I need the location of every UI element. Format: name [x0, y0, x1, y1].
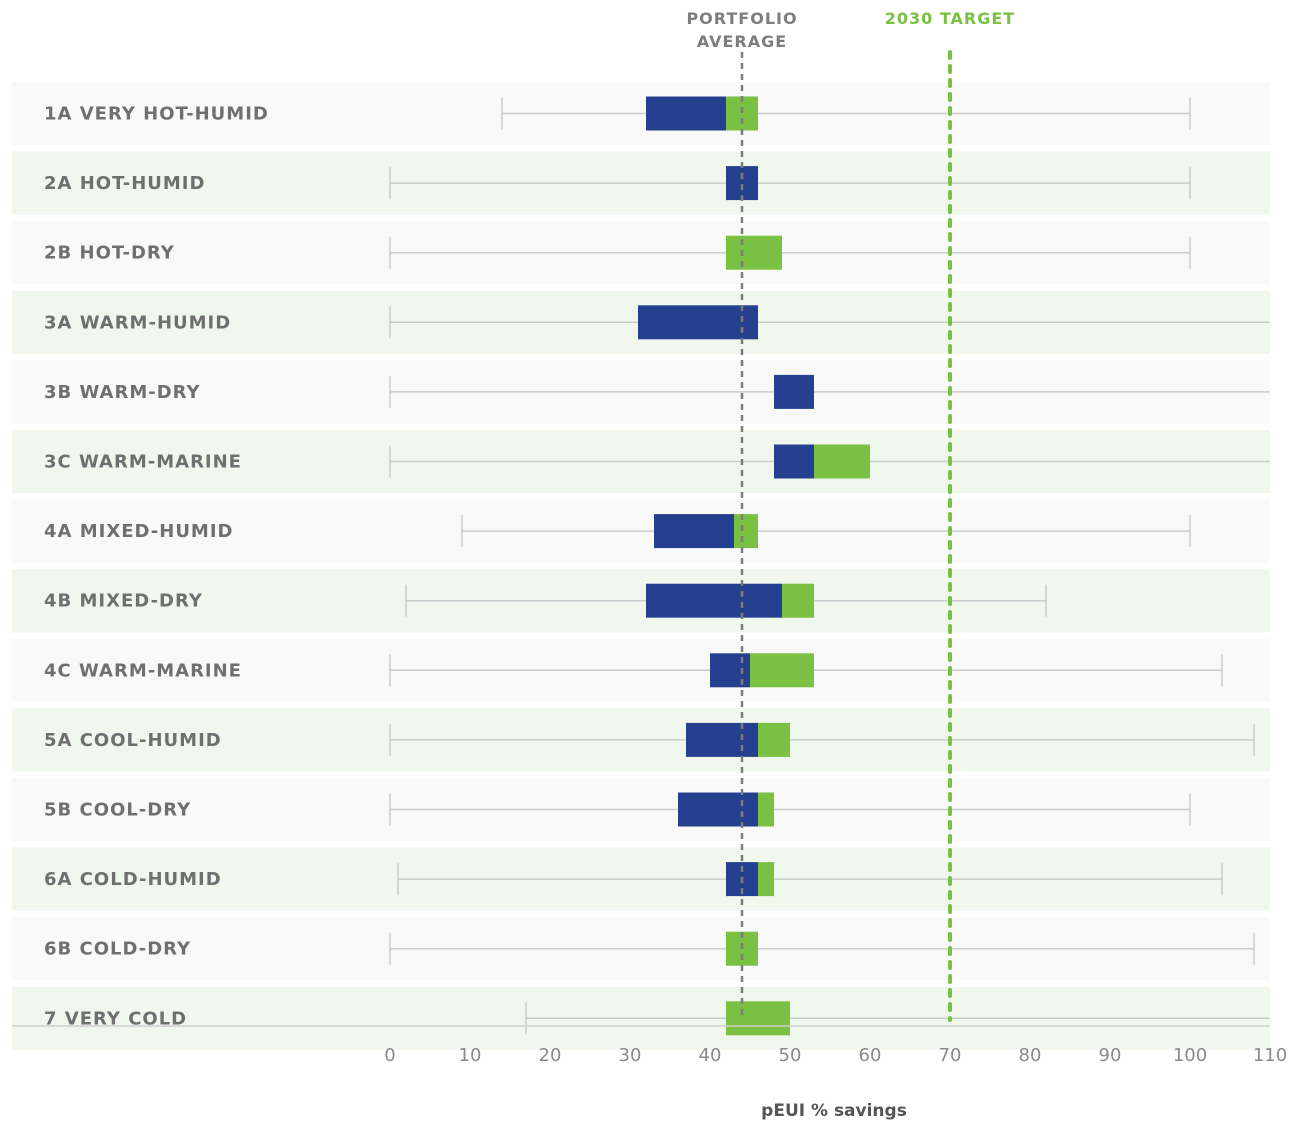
- target-2030-label: 2030 TARGET: [885, 9, 1015, 28]
- portfolio-average-label: PORTFOLIO: [686, 9, 797, 28]
- x-tick-label: 100: [1173, 1045, 1207, 1066]
- x-tick-label: 20: [539, 1045, 562, 1066]
- green-bar-segment: [726, 235, 782, 270]
- green-bar-segment: [758, 862, 774, 897]
- category-label: 3B WARM-DRY: [44, 382, 201, 403]
- category-label: 4A MIXED-HUMID: [44, 521, 233, 542]
- blue-bar-segment: [710, 653, 750, 688]
- blue-bar-segment: [678, 792, 758, 827]
- green-bar-segment: [726, 1001, 790, 1036]
- green-bar-segment: [758, 722, 790, 757]
- x-tick-label: 0: [384, 1045, 395, 1066]
- x-tick-label: 60: [859, 1045, 882, 1066]
- x-tick-label: 80: [1019, 1045, 1042, 1066]
- blue-bar-segment: [726, 166, 758, 201]
- blue-bar-segment: [774, 444, 814, 479]
- category-label: 6B COLD-DRY: [44, 939, 191, 960]
- blue-bar-segment: [646, 583, 782, 618]
- x-axis-label: pEUI % savings: [761, 1101, 907, 1121]
- category-label: 4C WARM-MARINE: [44, 660, 242, 681]
- x-tick-label: 10: [459, 1045, 482, 1066]
- category-label: 1A VERY HOT-HUMID: [44, 104, 269, 125]
- category-label: 4B MIXED-DRY: [44, 591, 203, 612]
- category-label: 3A WARM-HUMID: [44, 312, 231, 333]
- portfolio-average-label: AVERAGE: [697, 32, 787, 51]
- green-bar-segment: [782, 583, 814, 618]
- blue-bar-segment: [686, 722, 758, 757]
- category-label: 7 VERY COLD: [44, 1008, 187, 1029]
- x-tick-label: 70: [939, 1045, 962, 1066]
- category-label: 5A COOL-HUMID: [44, 730, 222, 751]
- green-bar-segment: [734, 514, 758, 549]
- x-tick-label: 90: [1099, 1045, 1122, 1066]
- x-tick-label: 30: [619, 1045, 642, 1066]
- green-bar-segment: [758, 792, 774, 827]
- green-bar-segment: [814, 444, 870, 479]
- x-tick-label: 40: [699, 1045, 722, 1066]
- category-label: 6A COLD-HUMID: [44, 869, 222, 890]
- blue-bar-segment: [638, 305, 758, 340]
- blue-bar-segment: [774, 374, 814, 409]
- x-tick-label: 110: [1253, 1045, 1287, 1066]
- blue-bar-segment: [646, 96, 726, 131]
- x-tick-label: 50: [779, 1045, 802, 1066]
- category-label: 5B COOL-DRY: [44, 800, 191, 821]
- green-bar-segment: [750, 653, 814, 688]
- category-label: 3C WARM-MARINE: [44, 452, 242, 473]
- category-label: 2B HOT-DRY: [44, 243, 175, 264]
- green-bar-segment: [726, 96, 758, 131]
- category-label: 2A HOT-HUMID: [44, 173, 205, 194]
- blue-bar-segment: [654, 514, 734, 549]
